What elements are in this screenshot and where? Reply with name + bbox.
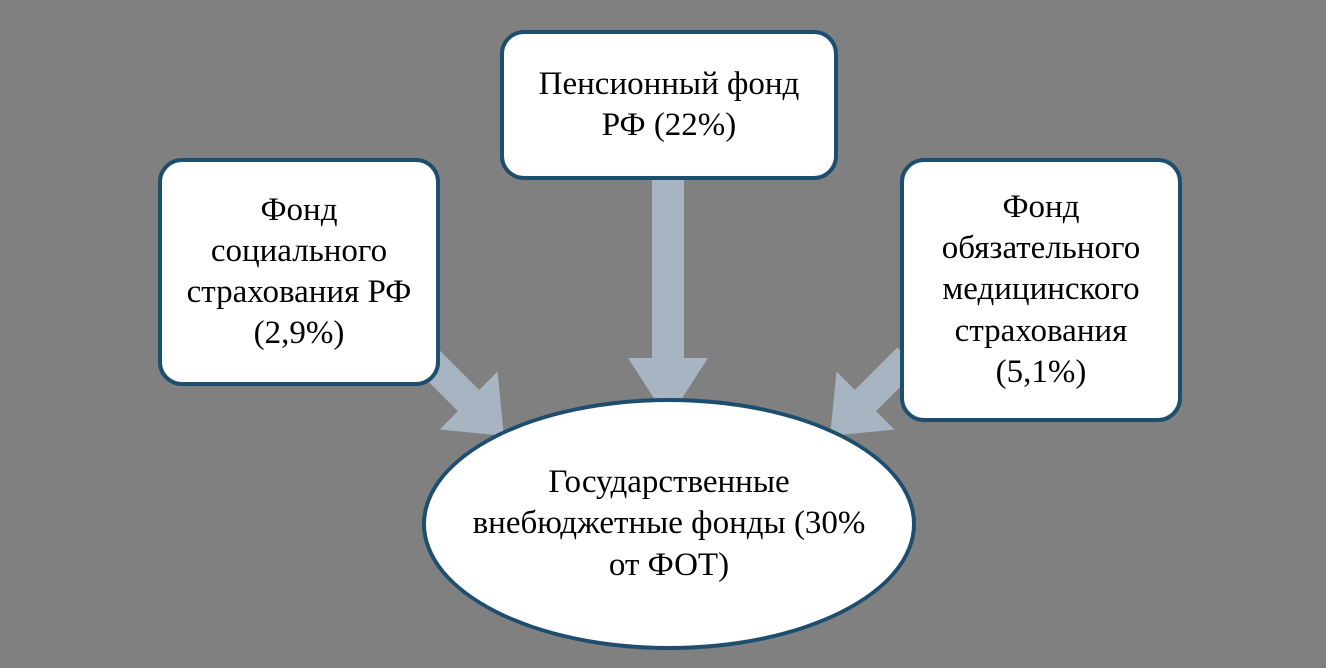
arrow-pension-to-gov xyxy=(628,180,708,420)
node-gov-label: Государственные внебюджетные фонды (30% … xyxy=(456,462,882,586)
node-pension: Пенсионный фонд РФ (22%) xyxy=(500,30,838,180)
node-medical: Фонд обязательного медицинского страхова… xyxy=(900,158,1182,422)
node-pension-label: Пенсионный фонд РФ (22%) xyxy=(522,64,816,147)
node-social: Фонд социального страхования РФ (2,9%) xyxy=(158,158,440,386)
node-social-label: Фонд социального страхования РФ (2,9%) xyxy=(180,190,418,355)
node-medical-label: Фонд обязательного медицинского страхова… xyxy=(922,187,1160,393)
diagram-canvas: Пенсионный фонд РФ (22%) Фонд социальног… xyxy=(4,2,1322,666)
node-gov: Государственные внебюджетные фонды (30% … xyxy=(422,398,916,650)
